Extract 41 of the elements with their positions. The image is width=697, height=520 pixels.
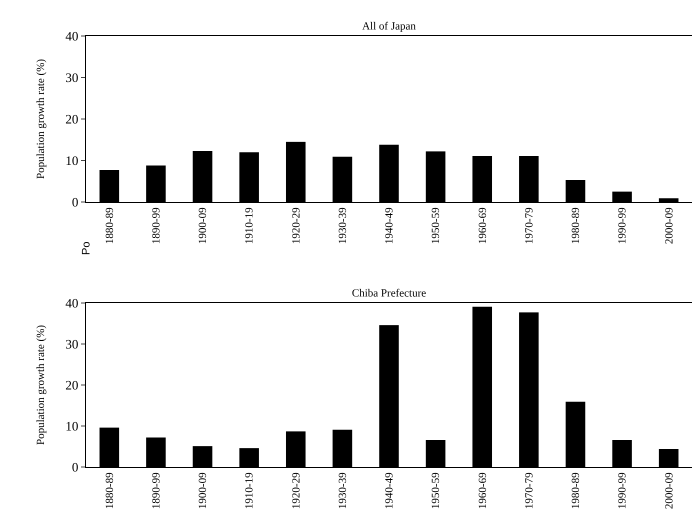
y-tick-label: 10 <box>65 153 78 168</box>
x-tick-label: 1930-39 <box>336 206 349 244</box>
y-tick-label: 40 <box>65 28 78 44</box>
x-tick-label: 1960-69 <box>476 206 489 244</box>
x-tick-label: 1960-69 <box>476 472 489 510</box>
text: Po <box>80 242 92 256</box>
x-tick-label: 1880-89 <box>104 206 116 244</box>
x-tick-label: 1940-49 <box>384 206 396 244</box>
x-tick-label: 1950-59 <box>430 472 442 510</box>
x-tick-label: 1970-79 <box>523 206 536 244</box>
x-tick-label: 1900-09 <box>197 472 210 510</box>
x-tick-label: 1890-99 <box>150 472 162 510</box>
x-tick-label: 1990-99 <box>616 206 629 244</box>
chart-title: Chiba Prefecture <box>352 288 426 300</box>
x-tick-label: 1910-19 <box>244 472 256 510</box>
x-tick-label: 1920-29 <box>290 472 302 510</box>
y-tick-label: 0 <box>72 460 78 475</box>
x-tick-label: 1910-19 <box>244 206 256 244</box>
y-tick-label: 0 <box>72 194 78 210</box>
x-tick-label: 1940-49 <box>384 472 396 510</box>
x-tick-label: 1980-89 <box>570 472 582 510</box>
x-tick-label: 1970-79 <box>523 472 536 510</box>
y-tick-label: 30 <box>65 336 78 352</box>
y-axis-title: Population growth rate (%) <box>35 58 48 180</box>
x-tick-label: 1950-59 <box>430 206 442 244</box>
x-tick-label: 2000-09 <box>663 206 676 244</box>
x-tick-label: 1990-99 <box>616 472 629 510</box>
x-tick-label: 1900-09 <box>197 206 210 244</box>
y-tick-label: 10 <box>65 418 78 434</box>
y-tick-label: 20 <box>65 378 78 393</box>
y-tick-label: 20 <box>65 112 78 127</box>
y-axis-title: Population growth rate (%) <box>35 324 48 446</box>
x-tick-label: 1880-89 <box>104 472 116 510</box>
x-tick-label: 1890-99 <box>150 206 162 244</box>
x-tick-label: 1920-29 <box>290 206 302 244</box>
x-tick-label: 1980-89 <box>570 206 582 244</box>
chart-title: All of Japan <box>362 20 416 32</box>
y-tick-label: 30 <box>65 70 78 86</box>
y-tick-label: 40 <box>65 296 78 311</box>
x-tick-label: 1930-39 <box>336 472 349 510</box>
x-tick-label: 2000-09 <box>663 472 676 510</box>
